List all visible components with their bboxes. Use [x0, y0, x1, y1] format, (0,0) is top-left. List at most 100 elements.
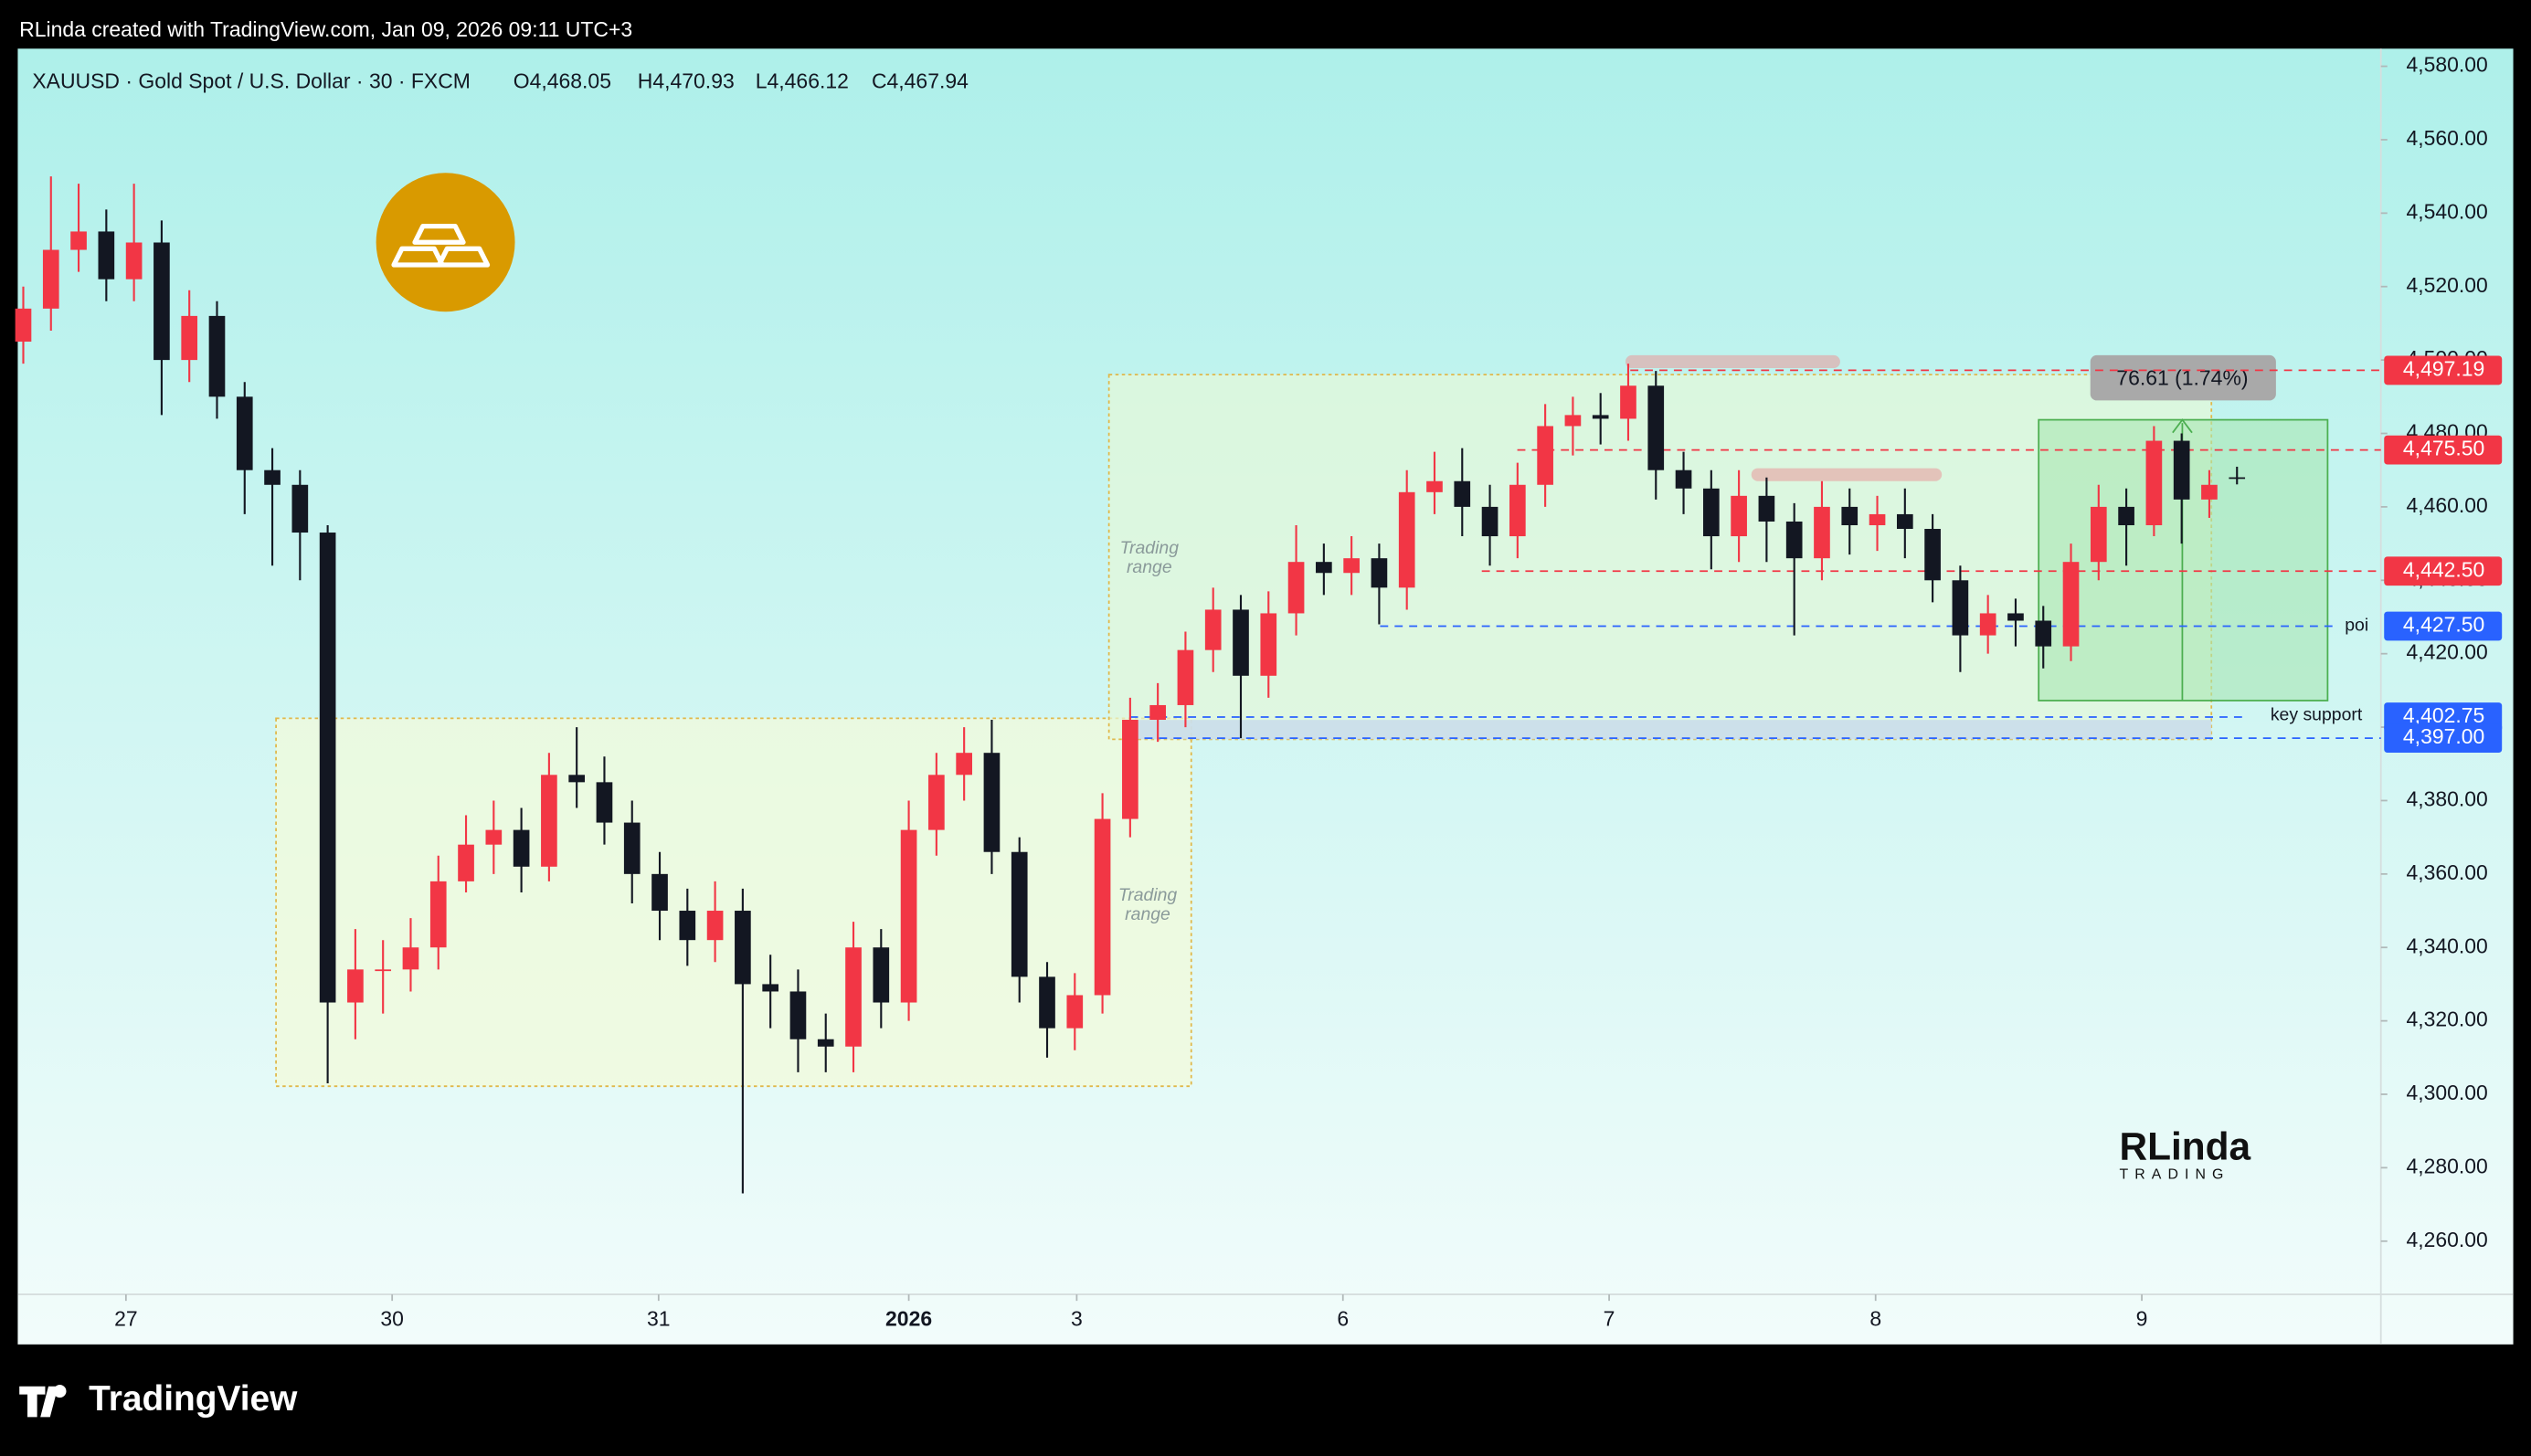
price-label: 4,397.00 — [2403, 724, 2484, 748]
candle-body — [15, 308, 32, 343]
candle-body — [2118, 506, 2134, 525]
candle-body — [154, 242, 170, 361]
y-tick-label: 4,560.00 — [2406, 126, 2487, 150]
candle-body — [1509, 484, 1526, 537]
price-label-box — [2384, 435, 2503, 465]
price-label-box — [2384, 556, 2503, 586]
candle-body — [623, 822, 641, 874]
candle-body — [42, 249, 59, 309]
candle-body — [1952, 580, 1969, 636]
candle-body — [429, 881, 447, 948]
y-tick-label: 4,340.00 — [2406, 934, 2487, 957]
candle-body — [1841, 506, 1859, 525]
price-label: 4,427.50 — [2403, 613, 2484, 637]
y-tick-label: 4,380.00 — [2406, 787, 2487, 811]
resistance-mark — [1625, 354, 1840, 369]
candle-body — [956, 753, 972, 775]
y-tick-label: 4,300.00 — [2406, 1081, 2487, 1104]
candle-body — [1094, 818, 1111, 996]
candle-body — [1481, 506, 1498, 537]
candle-body — [2035, 620, 2052, 647]
candle-body — [181, 315, 198, 361]
ohlc-high: H4,470.93 — [638, 69, 735, 92]
candle-body — [2007, 613, 2024, 621]
candle-body — [541, 775, 557, 867]
candle-body — [98, 231, 115, 280]
attribution: RLinda created with TradingView.com, Jan… — [19, 17, 632, 41]
candle-body — [319, 533, 336, 1003]
price-label-box — [2384, 355, 2503, 385]
candle-body — [900, 829, 917, 1003]
price-label: 4,402.75 — [2403, 703, 2484, 727]
x-tick-label: 3 — [1071, 1306, 1083, 1330]
y-tick-label: 4,420.00 — [2406, 640, 2487, 664]
symbol-title: XAUUSD · Gold Spot / U.S. Dollar · 30 · … — [32, 69, 471, 92]
candle-body — [1287, 562, 1305, 614]
x-tick-label: 7 — [1604, 1306, 1615, 1330]
y-tick-label: 4,460.00 — [2406, 493, 2487, 517]
candle-body — [1647, 385, 1665, 470]
candle-body — [1924, 529, 1941, 581]
candle-body — [845, 947, 862, 1047]
candle-body — [873, 947, 890, 1003]
candle-body — [1316, 562, 1332, 574]
candle-body — [1039, 976, 1055, 1029]
measure-label: 76.61 (1.74%) — [2116, 365, 2248, 389]
candle-body — [1371, 558, 1388, 588]
x-tick-label: 27 — [114, 1306, 138, 1330]
price-label-box — [2384, 723, 2503, 754]
candle-body — [1398, 491, 1415, 588]
candle-body — [1149, 704, 1166, 721]
x-tick-label: 6 — [1337, 1306, 1349, 1330]
ohlc-low: L4,466.12 — [756, 69, 849, 92]
range-label: Trading — [1120, 538, 1180, 558]
candle-body — [264, 470, 281, 485]
candle-body — [1343, 558, 1360, 574]
candle-body — [1204, 609, 1222, 650]
candle-body — [762, 984, 778, 992]
resistance-mark — [1751, 468, 1943, 481]
candle-body — [1869, 513, 1886, 525]
candle-body — [735, 911, 751, 985]
x-tick-label: 9 — [2136, 1306, 2148, 1330]
candle-body — [1675, 470, 1692, 489]
candle-body — [70, 231, 87, 250]
candle-body — [236, 396, 253, 470]
candle-body — [1702, 488, 1720, 537]
candle-body — [706, 911, 724, 941]
y-tick-label: 4,360.00 — [2406, 860, 2487, 884]
candle-body — [1122, 720, 1138, 819]
range-label: range — [1125, 904, 1170, 924]
candle-body — [1537, 426, 1553, 485]
candle-body — [1177, 649, 1194, 705]
poi-label: poi — [2345, 616, 2368, 636]
candle-body — [1454, 480, 1471, 507]
brand: TradingView — [89, 1379, 298, 1419]
candle-body — [1731, 495, 1747, 537]
x-tick-label: 2026 — [885, 1306, 932, 1330]
ohlc-open: O4,468.05 — [514, 69, 611, 92]
candle-body — [402, 947, 419, 970]
y-tick-label: 4,540.00 — [2406, 199, 2487, 223]
y-tick-label: 4,520.00 — [2406, 273, 2487, 297]
candle-body — [125, 242, 143, 280]
candle-body — [983, 753, 1001, 852]
candle-body — [1785, 521, 1803, 559]
candle-body — [2090, 506, 2107, 563]
plot: 4,260.00 4,280.00 4,300.00 4,320.00 4,340.00… — [15, 53, 2503, 1330]
support-zone — [1129, 720, 2212, 740]
watermark-sub: TRADING — [2120, 1167, 2230, 1183]
range-label: Trading — [1118, 885, 1178, 905]
watermark: RLinda — [2120, 1124, 2251, 1167]
candle-body — [375, 969, 392, 972]
candle-body — [1066, 995, 1084, 1029]
ohlc-close: C4,467.94 — [872, 69, 969, 92]
price-label: 4,475.50 — [2403, 437, 2484, 460]
candle-body — [1260, 613, 1277, 676]
candle-body — [1592, 415, 1609, 419]
candle-body — [2145, 440, 2163, 525]
x-tick-label: 8 — [1869, 1306, 1881, 1330]
measure-box — [2090, 354, 2276, 401]
gold-bars — [391, 223, 491, 268]
